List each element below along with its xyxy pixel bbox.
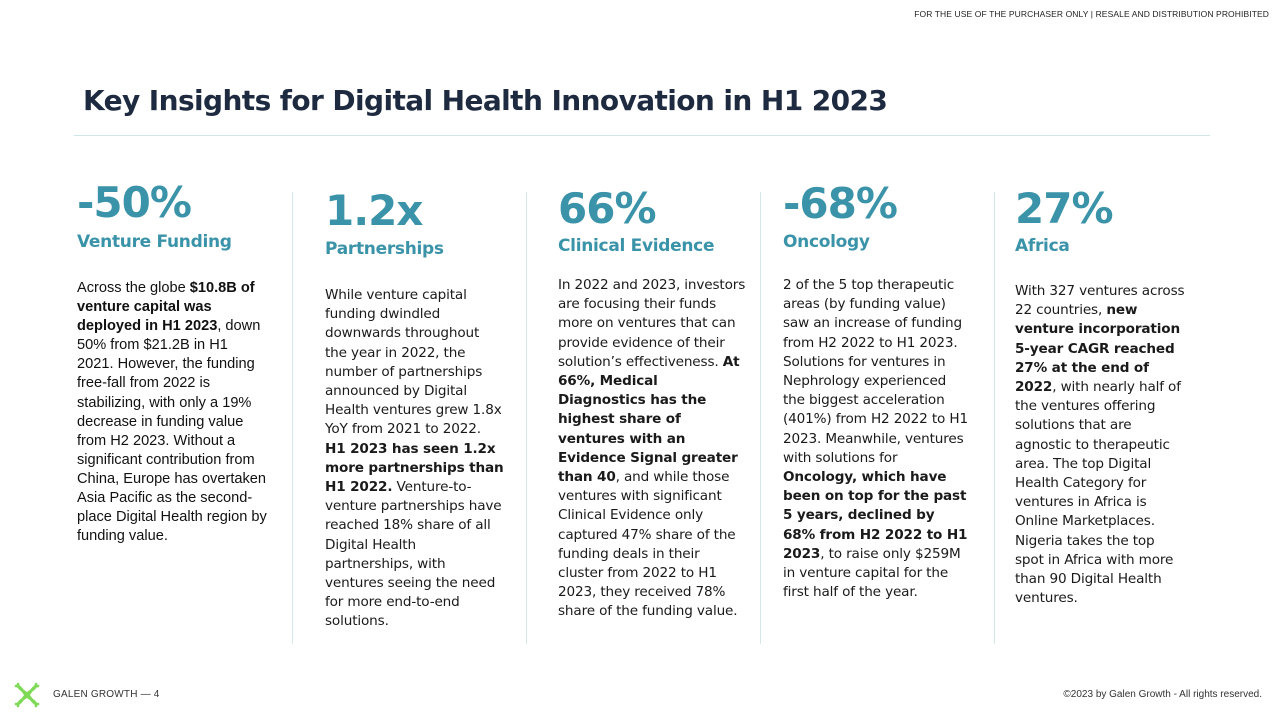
insight-stat: 66%	[558, 184, 657, 233]
insight-body-text: In 2022 and 2023, investors are focusing…	[558, 277, 746, 370]
insight-category: Africa	[1015, 236, 1070, 256]
insight-venture-funding: -50% Venture Funding Across the globe $1…	[77, 178, 269, 546]
insight-body: In 2022 and 2023, investors are focusing…	[558, 276, 746, 622]
insight-africa: 27% Africa With 327 ventures across 22 c…	[1015, 180, 1187, 608]
insight-partnerships: 1.2x Partnerships While venture capital …	[325, 180, 505, 632]
insight-body-highlight: Oncology, which have been on top for the…	[783, 469, 968, 562]
insight-body-highlight: H1 2023 has seen 1.2x more partnerships …	[325, 440, 504, 496]
insight-category: Oncology	[783, 232, 870, 252]
insight-category: Venture Funding	[77, 232, 232, 252]
insight-body: Across the globe $10.8B of venture capit…	[77, 279, 267, 546]
column-divider	[760, 192, 761, 644]
column-divider	[994, 192, 995, 644]
insight-stat: 1.2x	[325, 186, 424, 235]
insight-stat: -68%	[783, 179, 898, 228]
title-divider	[74, 135, 1210, 136]
insight-body-text: With 327 ventures across 22 countries,	[1015, 283, 1185, 319]
galen-growth-logo-icon	[14, 682, 40, 708]
insight-category: Partnerships	[325, 239, 444, 259]
insight-body-text: 2 of the 5 top therapeutic areas (by fun…	[783, 277, 968, 466]
insight-body: With 327 ventures across 22 countries, n…	[1015, 282, 1187, 608]
copyright-text: ©2023 by Galen Growth - All rights reser…	[1063, 689, 1262, 700]
insight-body-text: , down 50% from $21.2B in H1 2021. Howev…	[77, 318, 267, 545]
insight-body-text: , to raise only $259M in venture capital…	[783, 545, 961, 601]
insight-body-highlight: new venture incorporation 5-year CAGR re…	[1015, 302, 1180, 396]
column-divider	[292, 192, 293, 644]
disclaimer-text: FOR THE USE OF THE PURCHASER ONLY | RESA…	[914, 9, 1269, 19]
insight-body-text: , and while those ventures with signific…	[558, 469, 738, 620]
insight-stat: -50%	[77, 178, 192, 227]
insight-body-highlight: $10.8B of venture capital was deployed i…	[77, 280, 255, 335]
insight-body-text: Venture-to-venture partnerships have rea…	[325, 479, 502, 630]
insight-body: 2 of the 5 top therapeutic areas (by fun…	[783, 276, 969, 602]
insight-body-text: , with nearly half of the ventures offer…	[1015, 379, 1181, 607]
insight-body: While venture capital funding dwindled d…	[325, 286, 505, 632]
insight-clinical-evidence: 66% Clinical Evidence In 2022 and 2023, …	[558, 180, 746, 622]
insight-category: Clinical Evidence	[558, 236, 715, 256]
insight-body-highlight: At 66%, Medical Diagnostics has the high…	[558, 353, 740, 486]
insight-body-text: Across the globe	[77, 280, 190, 296]
insight-oncology: -68% Oncology 2 of the 5 top therapeutic…	[783, 179, 969, 602]
column-divider	[526, 192, 527, 644]
footer-brand-page-number: GALEN GROWTH — 4	[53, 689, 160, 700]
insight-stat: 27%	[1015, 184, 1114, 233]
page-title: Key Insights for Digital Health Innovati…	[83, 84, 888, 117]
insight-body-text: While venture capital funding dwindled d…	[325, 287, 502, 438]
